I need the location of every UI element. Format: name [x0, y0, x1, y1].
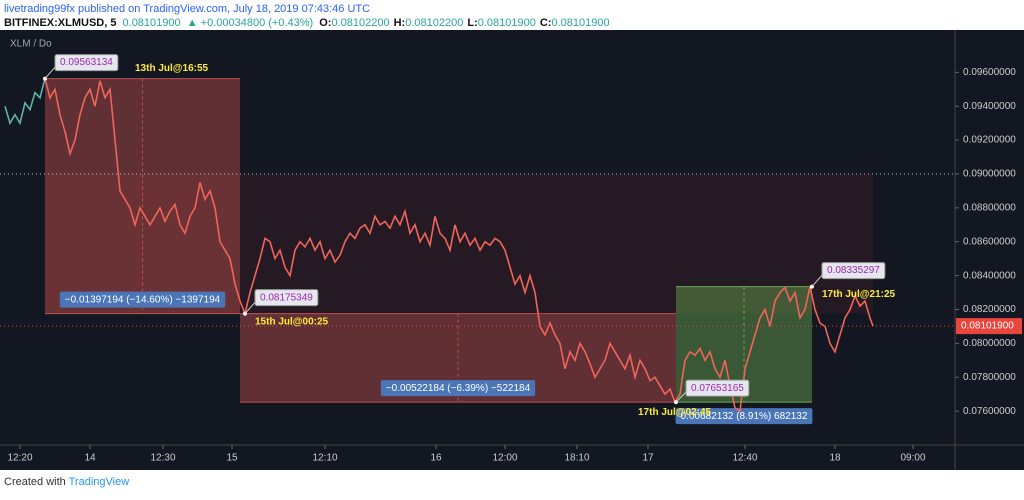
ohlc: O:0.08102200 H:0.08102200 L:0.08101900 C:0.…: [319, 17, 613, 29]
footer: Created with TradingView: [4, 476, 129, 488]
range-label-bg: [675, 408, 813, 425]
callout-time: 13th Jul@16:55: [135, 63, 209, 74]
x-tick-label: 18:10: [564, 453, 589, 464]
callout-price: 0.07653165: [691, 383, 744, 394]
x-tick-label: 12:40: [732, 453, 757, 464]
x-tick-label: 12:00: [492, 453, 517, 464]
callout-time: 15th Jul@00:25: [255, 316, 329, 327]
y-tick-label: 0.09600000: [963, 67, 1016, 78]
price-line: [4, 78, 46, 126]
callout-price: 0.08335297: [827, 265, 880, 276]
ohlc-value: 0.08101900: [477, 17, 536, 29]
callout-price: 0.08175349: [260, 292, 313, 303]
callout-bg: [821, 262, 886, 280]
x-tick-label: 18: [829, 453, 841, 464]
symbol-line: BITFINEX:XLMUSD, 5 0.08101900 ▲ +0.00034…: [4, 17, 617, 29]
ohlc-label: O:: [319, 17, 332, 29]
y-tick-label: 0.08400000: [963, 270, 1016, 281]
callout-bg: [685, 379, 750, 397]
ohlc-label: L:: [467, 17, 478, 29]
ohlc-label: H:: [393, 17, 406, 29]
y-tick-label: 0.08000000: [963, 338, 1016, 349]
range-band: [45, 173, 873, 314]
x-tick-label: 12:30: [150, 453, 175, 464]
created: Created with: [4, 476, 66, 488]
publisher: livetrading99fx published on TradingView…: [4, 3, 373, 15]
x-tick-label: 09:00: [900, 453, 925, 464]
callout-time: 17th Jul@21:25: [822, 289, 896, 300]
x-tick-label: 14: [84, 453, 96, 464]
range-label: 0.00682132 (8.91%) 682132: [681, 411, 808, 422]
y-tick-label: 0.07600000: [963, 406, 1016, 417]
callout-time: 17th Jul@02:45: [638, 407, 712, 418]
last-price-label: 0.08101900: [961, 321, 1014, 332]
chart: XLM / Do −0.01397194 (−14.60%) −1397194 −…: [0, 30, 1024, 470]
y-tick-label: 0.09000000: [963, 169, 1016, 180]
x-tick-label: 15: [226, 453, 238, 464]
x-tick-label: 12:20: [7, 453, 32, 464]
y-tick-label: 0.07800000: [963, 372, 1016, 383]
price-line: [44, 78, 874, 413]
symbol: BITFINEX:XLMUSD, 5: [4, 17, 117, 29]
y-tick-label: 0.08800000: [963, 202, 1016, 213]
range-label-bg: [59, 291, 226, 308]
last-price-bg: [956, 318, 1022, 335]
y-tick-label: 0.09400000: [963, 101, 1016, 112]
range-label: −0.01397194 (−14.60%) −1397194: [65, 294, 221, 305]
callout-bg: [54, 54, 119, 72]
y-tick-label: 0.08200000: [963, 304, 1016, 315]
range-label: −0.00522184 (−6.39%) −522184: [386, 383, 531, 394]
brand: TradingView: [68, 476, 130, 488]
change: ▲ +0.00034800 (+0.43%): [186, 17, 314, 29]
x-tick-label: 12:10: [312, 453, 337, 464]
x-tick-label: 17: [642, 453, 654, 464]
y-tick-label: 0.08600000: [963, 236, 1016, 247]
x-tick-label: 16: [430, 453, 442, 464]
ohlc-value: 0.08101900: [551, 17, 610, 29]
range-label-bg: [380, 380, 536, 397]
ohlc-value: 0.08102200: [331, 17, 390, 29]
callout-bg: [254, 289, 319, 307]
callout-price: 0.09563134: [60, 57, 113, 68]
ohlc-label: C:: [539, 17, 552, 29]
last: 0.08101900: [122, 17, 181, 29]
publisher-text: livetrading99fx published on TradingView…: [4, 3, 371, 15]
ohlc-value: 0.08102200: [405, 17, 464, 29]
legend-label: XLM / Do: [10, 39, 52, 50]
y-tick-label: 0.09200000: [963, 135, 1016, 146]
